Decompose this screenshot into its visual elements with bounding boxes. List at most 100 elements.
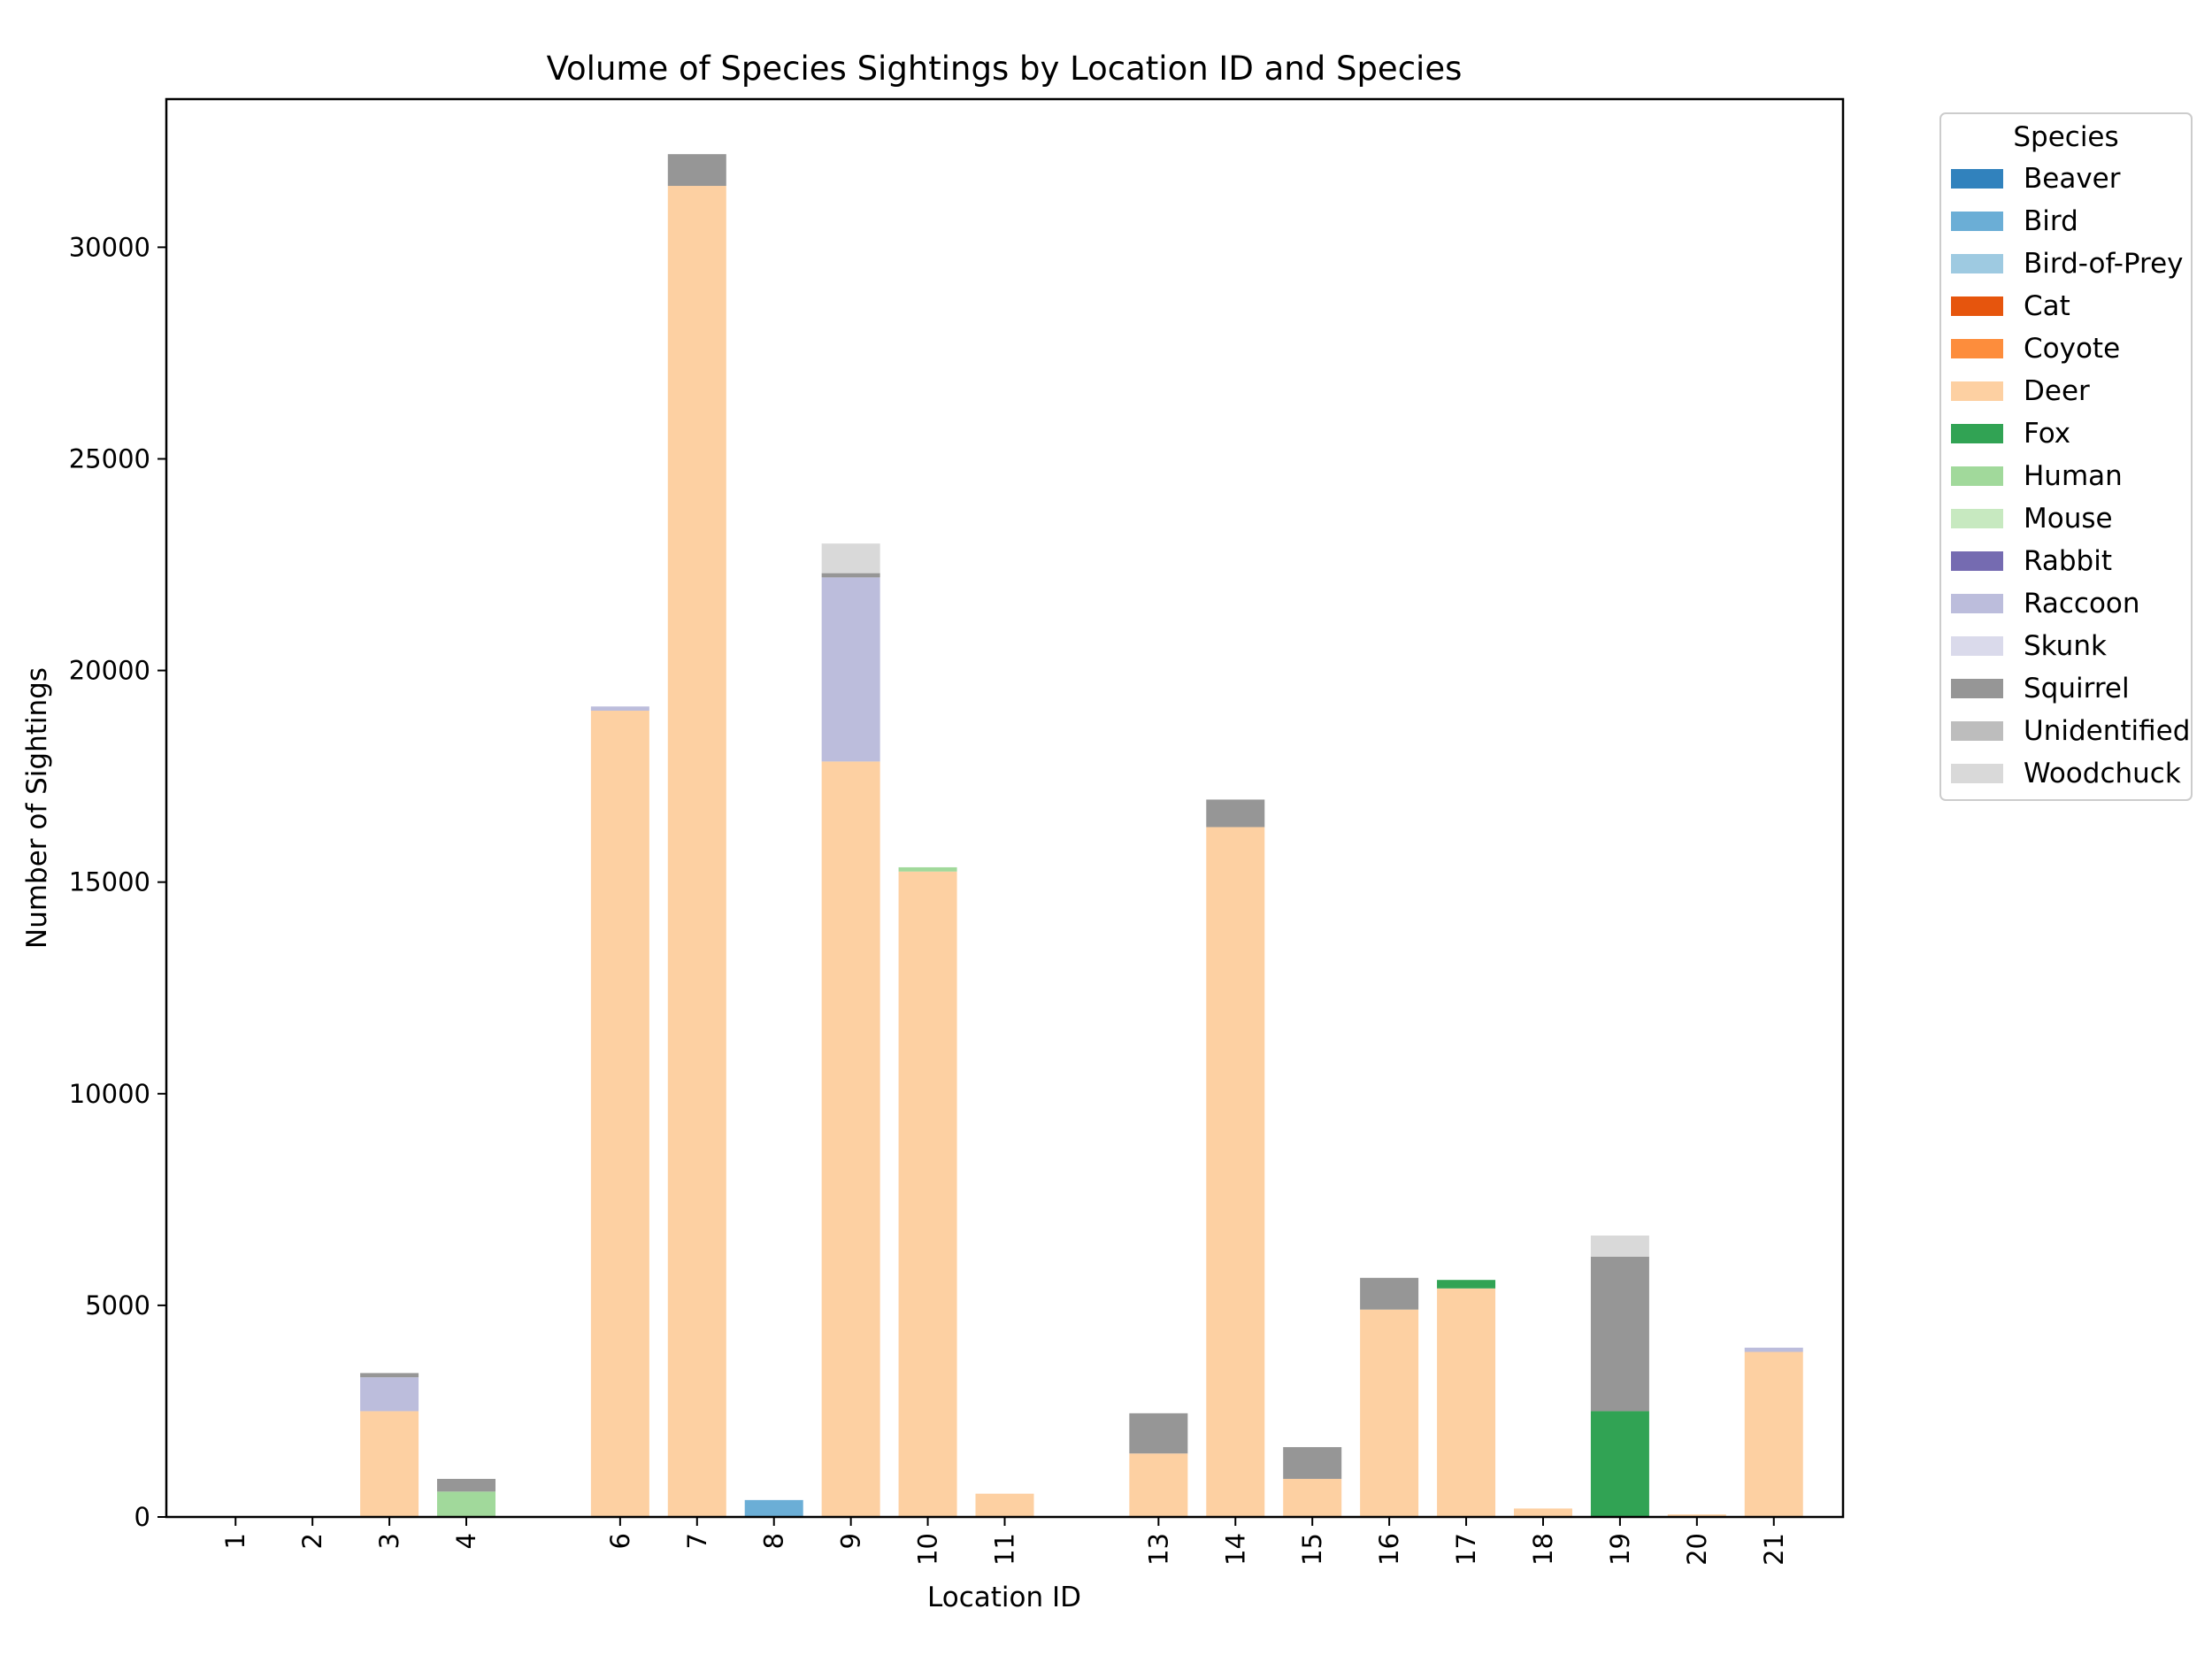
legend-label-coyote: Coyote: [2024, 333, 2120, 365]
legend-swatch-mouse: [1951, 509, 2003, 528]
legend-label-rabbit: Rabbit: [2024, 545, 2112, 577]
legend-label-bird-of-prey: Bird-of-Prey: [2024, 248, 2184, 280]
bar-segment-loc15-squirrel: [1283, 1447, 1342, 1479]
bar-segment-loc19-squirrel: [1590, 1256, 1649, 1412]
bar-segment-loc7-deer: [667, 186, 726, 1517]
bar-segment-loc14-deer: [1206, 827, 1265, 1517]
legend-label-human: Human: [2024, 460, 2123, 492]
bar-segment-loc4-human: [437, 1491, 496, 1517]
x-tick-label: 8: [759, 1533, 789, 1549]
bar-segment-loc3-squirrel: [360, 1373, 419, 1378]
x-tick-label: 18: [1528, 1533, 1558, 1566]
legend-swatch-human: [1951, 466, 2003, 486]
x-tick-label: 13: [1143, 1533, 1173, 1566]
y-axis-label: Number of Sightings: [21, 667, 53, 949]
x-tick-label: 7: [682, 1533, 712, 1549]
legend-label-woodchuck: Woodchuck: [2024, 758, 2181, 789]
bar-segment-loc11-deer: [975, 1493, 1034, 1517]
legend-swatch-skunk: [1951, 636, 2003, 656]
x-tick-label: 14: [1220, 1533, 1250, 1566]
bar-segment-loc19-fox: [1590, 1411, 1649, 1517]
legend-swatch-fox: [1951, 424, 2003, 443]
legend-swatch-woodchuck: [1951, 764, 2003, 783]
legend-swatch-rabbit: [1951, 551, 2003, 571]
x-tick-label: 19: [1605, 1533, 1635, 1566]
legend: Species Beaver Bird Bird-of-Prey Cat Coyote D…: [1939, 112, 2193, 801]
legend-swatch-unidentified: [1951, 721, 2003, 741]
bar-segment-loc3-raccoon: [360, 1377, 419, 1412]
bars-layer: [360, 154, 1803, 1517]
bar-segment-loc9-woodchuck: [821, 543, 880, 574]
x-tick-label: 2: [297, 1533, 327, 1549]
bar-segment-loc16-deer: [1360, 1309, 1419, 1517]
bar-segment-loc9-squirrel: [821, 573, 880, 578]
bar-segment-loc13-squirrel: [1129, 1413, 1188, 1454]
x-tick-label: 21: [1759, 1533, 1789, 1566]
x-tick-label: 3: [374, 1533, 404, 1549]
y-tick-label: 5000: [85, 1290, 150, 1320]
legend-title: Species: [2013, 121, 2118, 153]
legend-label-mouse: Mouse: [2024, 503, 2113, 535]
plot-frame: [165, 97, 1845, 1519]
x-tick-label: 6: [605, 1533, 635, 1549]
legend-swatch-cat: [1951, 296, 2003, 316]
bar-segment-loc9-deer: [821, 761, 880, 1517]
x-tick-label: 9: [836, 1533, 866, 1549]
bar-segment-loc14-squirrel: [1206, 799, 1265, 828]
bar-segment-loc18-deer: [1513, 1508, 1572, 1517]
x-tick-label: 17: [1451, 1533, 1481, 1566]
legend-items: Beaver Bird Bird-of-Prey Cat Coyote Deer Fox Hu…: [1951, 163, 2190, 789]
legend-label-deer: Deer: [2024, 375, 2090, 407]
legend-frame: [1939, 112, 2193, 801]
legend-label-bird: Bird: [2024, 205, 2078, 237]
bar-segment-loc6-deer: [590, 711, 649, 1517]
legend-label-fox: Fox: [2024, 418, 2070, 450]
bar-segment-loc6-raccoon: [590, 706, 649, 712]
bar-segment-loc8-bird: [744, 1499, 803, 1517]
x-tick-label: 10: [913, 1533, 943, 1566]
y-tick-label: 25000: [69, 443, 150, 473]
bar-segment-loc10-deer: [898, 871, 957, 1517]
bar-segment-loc7-squirrel: [667, 154, 726, 187]
legend-label-skunk: Skunk: [2024, 630, 2107, 662]
y-tick-label: 0: [134, 1502, 150, 1532]
x-axis: 1 2 3 4 6 7 8 9 10 11 13 14 15 16 17 18 19 20 21: [220, 1517, 1789, 1566]
legend-swatch-deer: [1951, 381, 2003, 401]
legend-swatch-raccoon: [1951, 594, 2003, 613]
legend-swatch-squirrel: [1951, 679, 2003, 698]
y-tick-label: 20000: [69, 656, 150, 686]
x-tick-label: 16: [1374, 1533, 1404, 1566]
x-tick-label: 20: [1682, 1533, 1712, 1566]
legend-swatch-coyote: [1951, 339, 2003, 358]
y-tick-label: 30000: [69, 232, 150, 262]
legend-swatch-beaver: [1951, 169, 2003, 189]
bar-segment-loc21-raccoon: [1744, 1347, 1803, 1352]
bar-segment-loc17-fox: [1437, 1280, 1496, 1289]
legend-label-squirrel: Squirrel: [2024, 673, 2130, 704]
bar-segment-loc3-deer: [360, 1411, 419, 1517]
bar-segment-loc9-raccoon: [821, 577, 880, 762]
chart-title: Volume of Species Sightings by Location …: [547, 50, 1463, 88]
x-tick-label: 4: [451, 1533, 481, 1549]
y-tick-label: 10000: [69, 1079, 150, 1109]
y-tick-label: 15000: [69, 867, 150, 897]
bar-segment-loc16-squirrel: [1360, 1277, 1419, 1310]
bar-segment-loc15-deer: [1283, 1478, 1342, 1517]
bar-segment-loc10-human: [898, 866, 957, 872]
bar-segment-loc19-woodchuck: [1590, 1235, 1649, 1257]
x-tick-label: 11: [990, 1533, 1020, 1566]
x-axis-label: Location ID: [927, 1582, 1081, 1613]
x-tick-label: 1: [220, 1533, 250, 1549]
legend-label-raccoon: Raccoon: [2024, 588, 2140, 620]
bar-segment-loc4-squirrel: [437, 1478, 496, 1492]
x-tick-label: 15: [1297, 1533, 1327, 1566]
bar-segment-loc20-deer: [1667, 1514, 1726, 1517]
legend-label-cat: Cat: [2024, 290, 2070, 322]
legend-label-beaver: Beaver: [2024, 163, 2121, 195]
bar-segment-loc21-deer: [1744, 1351, 1803, 1517]
bar-segment-loc17-deer: [1437, 1288, 1496, 1517]
legend-label-unidentified: Unidentified: [2024, 715, 2190, 747]
legend-swatch-bird-of-prey: [1951, 254, 2003, 273]
